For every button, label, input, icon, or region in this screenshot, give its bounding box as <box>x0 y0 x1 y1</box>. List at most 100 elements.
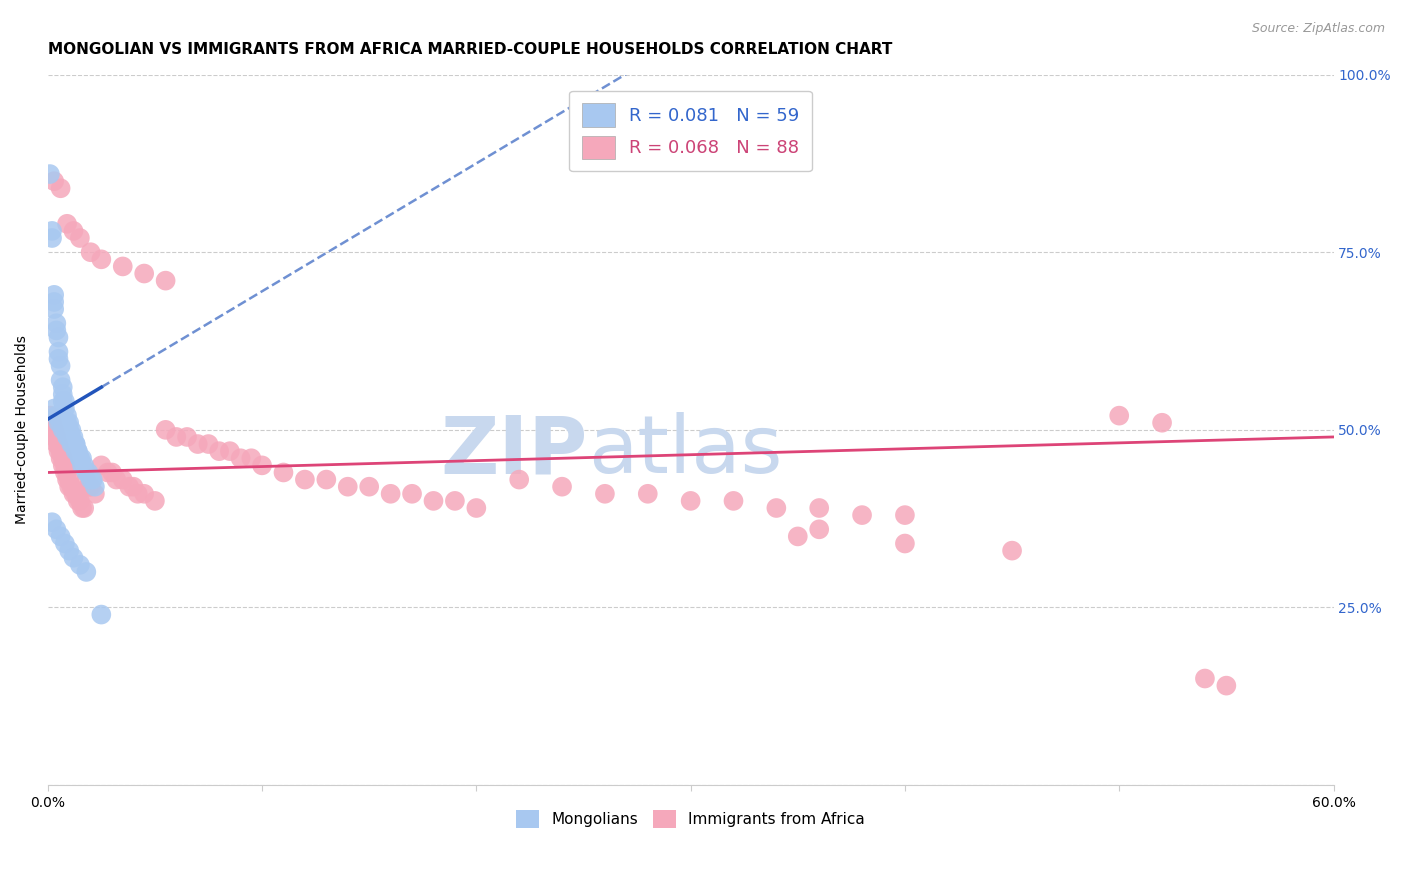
Point <box>41 423 63 437</box>
Point <box>45 437 67 451</box>
Point <box>65 437 87 451</box>
Point <box>62 430 84 444</box>
Point <box>679 494 702 508</box>
Point <box>380 487 402 501</box>
Point <box>134 267 156 281</box>
Point <box>240 451 263 466</box>
Point <box>65 444 87 458</box>
Point <box>401 487 423 501</box>
Point <box>48 437 70 451</box>
Point <box>165 430 187 444</box>
Point <box>79 473 101 487</box>
Point <box>53 458 76 473</box>
Point <box>75 565 97 579</box>
Point <box>118 480 141 494</box>
Point <box>1001 543 1024 558</box>
Point <box>62 550 84 565</box>
Point <box>551 480 574 494</box>
Point <box>60 423 83 437</box>
Point <box>56 473 79 487</box>
Point <box>359 480 381 494</box>
Point <box>69 231 91 245</box>
Point <box>465 501 488 516</box>
Point <box>127 487 149 501</box>
Point <box>1108 409 1130 423</box>
Point <box>60 430 83 444</box>
Point <box>44 295 66 310</box>
Point <box>66 494 89 508</box>
Point <box>122 480 145 494</box>
Point <box>79 245 101 260</box>
Point <box>111 260 134 274</box>
Point <box>65 437 87 451</box>
Point <box>723 494 745 508</box>
Point <box>637 487 659 501</box>
Point <box>44 401 66 416</box>
Point <box>197 437 219 451</box>
Point <box>134 487 156 501</box>
Point <box>48 330 70 344</box>
Point <box>422 494 444 508</box>
Point <box>44 423 66 437</box>
Point <box>273 466 295 480</box>
Point <box>52 458 75 473</box>
Point <box>62 437 84 451</box>
Point <box>83 487 105 501</box>
Point <box>444 494 467 508</box>
Point <box>49 373 72 387</box>
Point <box>56 409 79 423</box>
Point <box>44 174 66 188</box>
Point <box>44 288 66 302</box>
Point <box>105 473 128 487</box>
Point <box>90 458 112 473</box>
Point <box>90 252 112 267</box>
Point <box>69 494 91 508</box>
Point <box>250 458 273 473</box>
Point <box>48 344 70 359</box>
Point <box>75 466 97 480</box>
Point <box>48 416 70 430</box>
Point <box>176 430 198 444</box>
Point <box>1152 416 1174 430</box>
Point <box>808 522 831 536</box>
Point <box>49 451 72 466</box>
Point <box>45 316 67 330</box>
Point <box>58 416 80 430</box>
Point <box>786 529 808 543</box>
Point <box>101 466 124 480</box>
Point <box>851 508 873 522</box>
Point <box>75 473 97 487</box>
Point <box>41 224 63 238</box>
Point <box>41 416 63 430</box>
Point <box>45 522 67 536</box>
Point <box>60 480 83 494</box>
Point <box>77 466 100 480</box>
Point <box>143 494 166 508</box>
Point <box>219 444 242 458</box>
Point <box>53 423 76 437</box>
Point <box>66 444 89 458</box>
Point <box>1215 679 1237 693</box>
Point <box>45 323 67 337</box>
Point <box>70 501 93 516</box>
Point <box>65 487 87 501</box>
Point <box>508 473 530 487</box>
Point <box>77 480 100 494</box>
Point <box>52 380 75 394</box>
Text: Source: ZipAtlas.com: Source: ZipAtlas.com <box>1251 22 1385 36</box>
Point <box>49 529 72 543</box>
Point <box>66 444 89 458</box>
Point <box>53 466 76 480</box>
Point <box>62 487 84 501</box>
Point <box>58 423 80 437</box>
Point <box>56 217 79 231</box>
Point <box>60 437 83 451</box>
Point <box>38 409 60 423</box>
Point <box>49 359 72 373</box>
Point <box>49 416 72 430</box>
Point <box>336 480 359 494</box>
Point <box>73 501 96 516</box>
Point <box>70 458 93 473</box>
Point <box>53 394 76 409</box>
Point <box>187 437 209 451</box>
